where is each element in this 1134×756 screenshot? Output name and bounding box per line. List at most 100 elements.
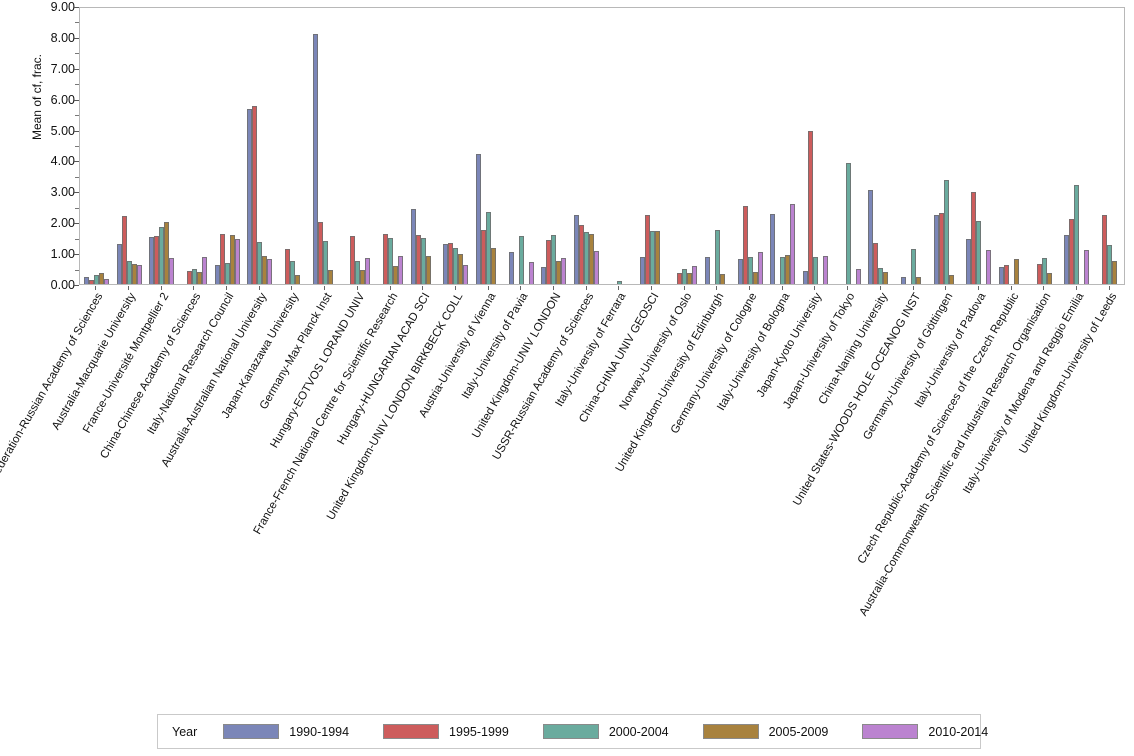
bar-group (472, 8, 505, 284)
bar (1107, 244, 1113, 284)
y-axis-tick-mark (73, 223, 79, 225)
x-axis-tick-label-text: Italy-University of Bologna (714, 291, 793, 413)
bar (415, 234, 421, 284)
x-axis-tick-label-text: Hungary-HUNGARIAN ACAD SCI (335, 291, 433, 447)
bar (714, 230, 720, 284)
x-axis-tick-mark (128, 286, 130, 290)
x-axis-tick-label-text: Austria-University of Vienna (416, 291, 498, 420)
y-axis-tick-label: 2.00 (50, 216, 75, 231)
y-axis-tick-mark (73, 99, 79, 101)
bar (164, 222, 170, 284)
bar-group (538, 8, 571, 284)
bar (976, 221, 982, 284)
x-axis-tick-mark (781, 286, 783, 290)
x-axis-tick-label: Italy-University of Ferrara (418, 291, 629, 643)
bar (556, 261, 562, 284)
x-axis-tick-label-text: Czech Republic-Academy of Sciences of th… (855, 291, 1021, 567)
bar (1036, 263, 1042, 284)
bar (966, 238, 972, 284)
bar (327, 270, 333, 284)
bar (388, 237, 394, 284)
y-axis-minor-tick-mark (75, 53, 79, 55)
x-axis-tick-label: France-French National Centre for Scient… (190, 291, 400, 643)
x-axis-tick-label-text: Italy-University of Modena and Reggio Em… (961, 291, 1087, 496)
bar (737, 258, 743, 284)
bar (149, 237, 155, 284)
x-axis-tick-label: Japan-University of Tokyo (647, 291, 857, 643)
bar (943, 180, 949, 284)
x-axis-tick-mark (160, 286, 162, 290)
y-axis-minor-tick-mark (75, 176, 79, 178)
x-axis-tick-mark (1043, 286, 1045, 290)
x-axis-tick-label: China-CHINA UNIV GEOSCI (451, 291, 661, 643)
bar (284, 249, 290, 284)
bar (508, 252, 514, 284)
x-axis-tick-label-text: United Kingdom-University of Leeds (1016, 291, 1120, 456)
x-axis-tick-mark (258, 286, 260, 290)
x-axis-tick-label-text: Australia-Macquarie University (50, 291, 139, 433)
bar-group (636, 8, 669, 284)
x-axis-tick-label: China-Chinese Academy of Sciences (0, 291, 204, 643)
legend-item[interactable]: 2000-2004 (542, 724, 669, 739)
bar (453, 247, 459, 284)
legend-item[interactable]: 1990-1994 (223, 724, 349, 739)
bar (971, 191, 977, 284)
bar (692, 266, 698, 284)
x-axis-tick-mark (389, 286, 391, 290)
bar (88, 280, 94, 284)
bar (476, 153, 482, 284)
x-axis-tick-label-text: Australia-Commonwealth Scientific and In… (857, 291, 1054, 619)
x-axis-tick-label: France-Université Montpellier 2 (0, 291, 171, 643)
legend-item[interactable]: 2010-2014 (862, 724, 988, 739)
bar (365, 258, 371, 284)
bar (528, 261, 534, 284)
x-axis-tick-label-text: United States-WOODS HOLE OCEANOG INST (790, 291, 923, 508)
bar (551, 234, 557, 284)
bar (948, 274, 954, 284)
bar (916, 276, 922, 284)
bar (317, 222, 323, 284)
y-axis-tick-label: 0.00 (50, 278, 75, 292)
legend-item[interactable]: 1995-1999 (383, 724, 509, 739)
x-axis-tick-mark (226, 286, 228, 290)
x-axis-tick-label: Italy-University of Bologna (582, 291, 792, 643)
y-axis-tick-mark (73, 161, 79, 163)
x-axis-tick-label-text: China-CHINA UNIV GEOSCI (577, 291, 662, 425)
x-axis-tick-mark (585, 286, 587, 290)
y-axis-tick-mark (73, 254, 79, 256)
bar-group (243, 8, 276, 284)
legend-item[interactable]: 2005-2009 (702, 724, 828, 739)
bar (677, 273, 683, 284)
bar (154, 235, 160, 284)
bar (812, 257, 818, 284)
legend-title: Year (172, 724, 198, 739)
x-axis-tick-mark (847, 286, 849, 290)
bar-group (407, 8, 440, 284)
bar (594, 250, 600, 284)
x-axis-tick-label-text: United Kingdom-UNIV LONDON (470, 291, 564, 441)
bar (481, 229, 487, 284)
bar (443, 243, 449, 284)
bar (822, 255, 828, 284)
bar (191, 268, 197, 284)
x-axis-tick-mark (1075, 286, 1077, 290)
x-axis-tick-label: United States-WOODS HOLE OCEANOG INST (713, 291, 923, 643)
bar (169, 257, 175, 284)
bar (229, 234, 235, 284)
bar (1112, 260, 1118, 284)
bar (252, 106, 258, 284)
x-axis-tick-label: Hungary-HUNGARIAN ACAD SCI (222, 291, 433, 643)
bar (644, 215, 650, 284)
x-axis-tick-label-text: Norway-University of Oslo (617, 291, 695, 413)
bar (546, 240, 552, 284)
bar (398, 256, 404, 284)
bar (654, 231, 660, 284)
bar (561, 258, 567, 284)
x-axis-tick-mark (552, 286, 554, 290)
bar (196, 271, 202, 284)
bar (1041, 258, 1047, 284)
x-axis-tick-label-text: France-French National Centre for Scient… (251, 291, 400, 537)
bar (83, 277, 89, 284)
bar (682, 269, 688, 284)
bar (131, 263, 137, 284)
